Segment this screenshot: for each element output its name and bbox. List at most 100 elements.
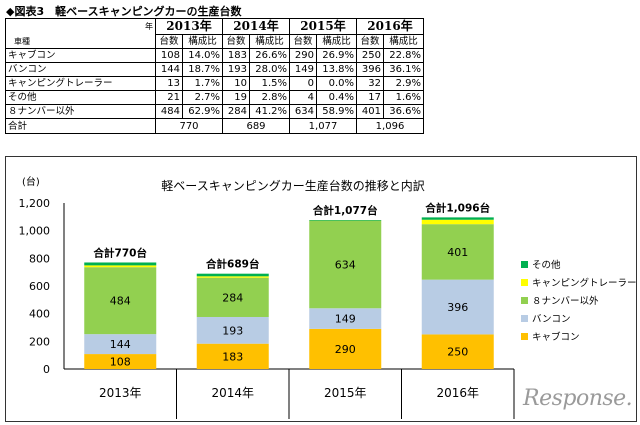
year-header: 2014年 xyxy=(222,18,290,35)
cell-count: 19 xyxy=(222,90,250,105)
cell-count: 250 xyxy=(356,48,384,63)
legend-swatch xyxy=(521,279,528,286)
cell-count: 401 xyxy=(356,104,384,119)
year-header: 2016年 xyxy=(356,18,424,35)
x-category-label: 2016年 xyxy=(436,386,479,400)
subheader-count: 台数 xyxy=(356,34,384,49)
data-label: 108 xyxy=(110,356,131,369)
legend-swatch xyxy=(521,315,528,322)
cell-count: 13 xyxy=(155,76,183,91)
table-row: バンコン 144 18.7% 193 28.0% 149 13.8% 396 3… xyxy=(5,62,424,77)
year-header: 2015年 xyxy=(289,18,357,35)
figure-title: ◆図表3 軽ベースキャンピングカーの生産台数 xyxy=(6,5,242,18)
cell-count: 484 xyxy=(155,104,183,119)
cell-count: 144 xyxy=(155,62,183,77)
chart-title: 軽ベースキャンピングカー生産台数の推移と内訳 xyxy=(161,178,424,193)
data-label: 144 xyxy=(110,338,131,351)
data-label: 183 xyxy=(222,350,243,363)
legend-label: キャブコン xyxy=(532,331,580,343)
legend-label: ８ナンバー以外 xyxy=(532,295,599,307)
cell-share: 1.6% xyxy=(383,90,424,105)
bar-segment xyxy=(421,217,494,220)
cell-share: 26.9% xyxy=(316,48,357,63)
table-subheader-row: 車種 台数 構成比 台数 構成比 台数 構成比 台数 構成比 xyxy=(5,34,424,49)
y-tick-label: 200 xyxy=(29,335,50,348)
cell-share: 22.8% xyxy=(383,48,424,63)
cell-share: 62.9% xyxy=(182,104,223,119)
row-label: ８ナンバー以外 xyxy=(5,104,156,119)
cell-share: 2.9% xyxy=(383,76,424,91)
subheader-count: 台数 xyxy=(155,34,183,49)
stacked-bar-chart: 軽ベースキャンピングカー生産台数の推移と内訳 (台) 0 200 400 600 800 1,… xyxy=(19,175,636,419)
bar-segment xyxy=(196,273,269,277)
table-row: キャンピングトレーラー 13 1.7% 10 1.5% 0 0.0% 32 2.… xyxy=(5,76,424,91)
year-header: 2013年 xyxy=(155,18,223,35)
y-tick-label: 0 xyxy=(43,363,50,376)
bar-segment xyxy=(196,343,269,369)
cell-count: 284 xyxy=(222,104,250,119)
bar-segment xyxy=(84,265,157,268)
cell-total: 770 xyxy=(155,118,223,134)
cell-count: 32 xyxy=(356,76,384,91)
table-corner-year: 年 xyxy=(5,18,156,35)
table-row: ８ナンバー以外 484 62.9% 284 41.2% 634 58.9% 40… xyxy=(5,104,424,119)
table-row: キャブコン 108 14.0% 183 26.6% 290 26.9% 250 … xyxy=(5,48,424,63)
cell-count: 0 xyxy=(289,76,317,91)
cell-total: 1,096 xyxy=(356,118,424,134)
legend-swatch xyxy=(521,333,528,340)
production-table: 年 2013年 2014年 2015年 2016年 車種 台数 構成比 台数 構… xyxy=(5,18,424,134)
bar-segment xyxy=(309,328,382,369)
table-row: その他 21 2.7% 19 2.8% 4 0.4% 17 1.6% xyxy=(5,90,424,105)
cell-share: 1.7% xyxy=(182,76,223,91)
row-label: 合計 xyxy=(5,118,156,134)
cell-share: 41.2% xyxy=(249,104,290,119)
cell-count: 193 xyxy=(222,62,250,77)
data-label: 149 xyxy=(335,313,356,326)
row-label: その他 xyxy=(5,90,156,105)
cell-share: 0.4% xyxy=(316,90,357,105)
data-label: 193 xyxy=(222,324,243,337)
x-category-label: 2015年 xyxy=(324,386,367,400)
response-logo: Response. xyxy=(523,386,633,411)
cell-share: 58.9% xyxy=(316,104,357,119)
y-tick-label: 400 xyxy=(29,308,50,321)
legend-label: その他 xyxy=(532,259,561,271)
bar-segment xyxy=(309,220,382,221)
total-label: 合計1,077台 xyxy=(312,204,378,217)
subheader-count: 台数 xyxy=(289,34,317,49)
y-tick-label: 1,000 xyxy=(19,225,51,238)
row-label: キャブコン xyxy=(5,48,156,63)
data-label: 250 xyxy=(447,346,468,359)
data-label: 396 xyxy=(447,301,468,314)
cell-total: 689 xyxy=(222,118,290,134)
bar-segment xyxy=(196,316,269,344)
subheader-count: 台数 xyxy=(222,34,250,49)
legend-swatch xyxy=(521,297,528,304)
bar-segment xyxy=(421,334,494,369)
bar-segment xyxy=(309,220,382,309)
bar-segment xyxy=(84,262,157,266)
bar-segment xyxy=(421,279,494,335)
cell-share: 36.1% xyxy=(383,62,424,77)
subheader-share: 構成比 xyxy=(249,34,290,49)
data-label: 484 xyxy=(110,295,131,308)
bar-segment xyxy=(84,354,157,369)
x-category-label: 2014年 xyxy=(211,386,254,400)
data-label: 290 xyxy=(335,343,356,356)
data-label: 284 xyxy=(222,291,243,304)
y-tick-label: 600 xyxy=(29,280,50,293)
cell-count: 634 xyxy=(289,104,317,119)
cell-count: 10 xyxy=(222,76,250,91)
table-total-row: 合計 770 689 1,077 1,096 xyxy=(5,118,424,134)
chart-container: 軽ベースキャンピングカー生産台数の推移と内訳 (台) 0 200 400 600 800 1,… xyxy=(5,156,637,422)
cell-count: 396 xyxy=(356,62,384,77)
total-label: 合計1,096台 xyxy=(424,201,490,214)
cell-count: 108 xyxy=(155,48,183,63)
bar-segment xyxy=(84,334,157,355)
bar-segment xyxy=(309,308,382,329)
total-label: 合計770台 xyxy=(93,246,147,259)
subheader-share: 構成比 xyxy=(383,34,424,49)
subheader-share: 構成比 xyxy=(316,34,357,49)
cell-count: 149 xyxy=(289,62,317,77)
cell-count: 21 xyxy=(155,90,183,105)
